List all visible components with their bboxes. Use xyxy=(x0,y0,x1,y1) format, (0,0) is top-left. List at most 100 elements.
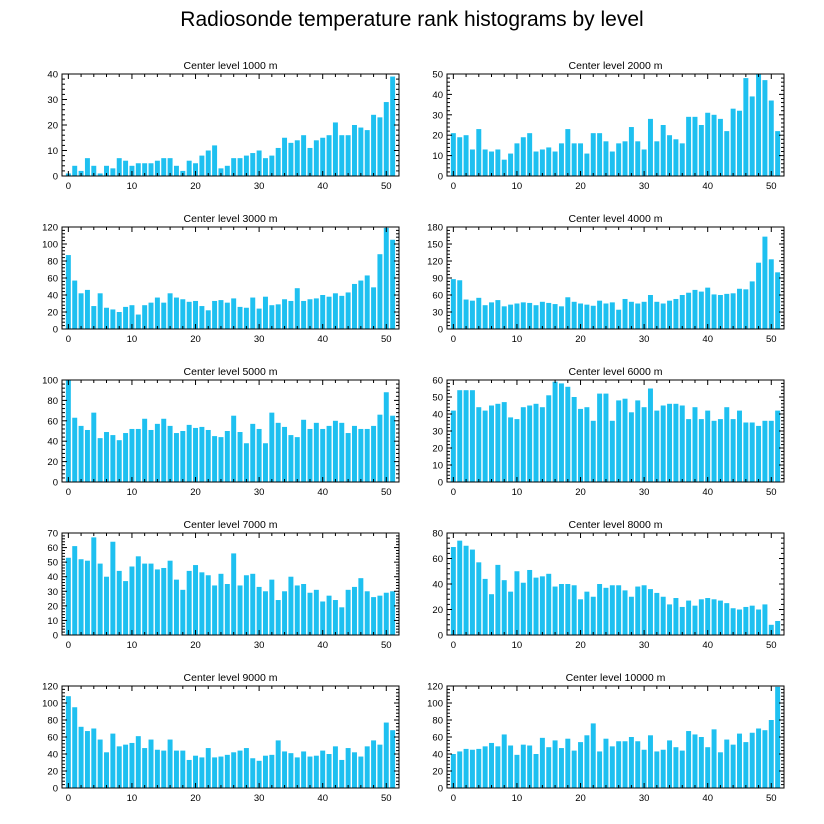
bar xyxy=(749,605,755,635)
x-tick-label: 10 xyxy=(127,640,138,651)
bar xyxy=(495,149,501,176)
bar xyxy=(97,438,103,482)
panel-title: Center level 1000 m xyxy=(184,60,278,72)
bar xyxy=(180,750,186,788)
bar xyxy=(558,748,564,788)
bar xyxy=(301,419,307,482)
y-tick-label: 60 xyxy=(432,291,443,302)
histogram-panel-7: Center level 7000 m 0 10 20 30 40 50 0 10 20 30 40 5… xyxy=(47,519,400,651)
bar xyxy=(597,300,603,329)
bar xyxy=(269,155,275,176)
x-tick-label: 30 xyxy=(254,334,265,345)
bar xyxy=(78,425,84,482)
bar xyxy=(508,591,514,635)
x-tick-label: 50 xyxy=(381,334,392,345)
bar xyxy=(603,738,609,788)
bar xyxy=(123,744,129,788)
bar xyxy=(288,435,294,482)
bar xyxy=(737,609,742,635)
x-tick-label: 0 xyxy=(66,181,71,192)
bar xyxy=(628,301,634,329)
bar xyxy=(495,564,501,636)
bar xyxy=(180,589,186,635)
y-tick-label: 40 xyxy=(432,410,443,421)
bar xyxy=(65,380,71,482)
panel-title: Center level 7000 m xyxy=(184,519,278,531)
y-tick-label: 30 xyxy=(47,587,58,598)
bar xyxy=(463,545,469,635)
y-tick-label: 50 xyxy=(47,558,58,569)
bar xyxy=(313,755,319,788)
bar xyxy=(558,584,564,635)
bar xyxy=(647,735,653,788)
bar xyxy=(326,296,332,329)
bar xyxy=(282,426,288,482)
bar xyxy=(584,407,590,482)
x-tick-label: 40 xyxy=(317,487,328,498)
bar xyxy=(142,563,148,635)
bar xyxy=(565,386,571,482)
x-tick-label: 20 xyxy=(575,793,586,804)
bar xyxy=(91,165,97,176)
y-tick-label: 120 xyxy=(42,682,58,693)
bar xyxy=(91,412,97,482)
bar xyxy=(377,595,383,635)
bar xyxy=(352,752,357,788)
bar xyxy=(501,159,507,176)
bar xyxy=(364,591,370,635)
bar xyxy=(692,116,698,176)
x-tick-label: 50 xyxy=(381,640,392,651)
bar xyxy=(231,553,237,635)
bar xyxy=(565,129,571,176)
bar xyxy=(762,730,768,788)
x-tick-label: 30 xyxy=(639,181,650,192)
bar xyxy=(148,429,154,482)
bar xyxy=(129,305,135,329)
bar xyxy=(635,586,641,635)
bar xyxy=(237,306,243,329)
bar xyxy=(673,139,679,176)
y-tick-label: 10 xyxy=(432,461,443,472)
bar xyxy=(552,740,558,788)
bar xyxy=(262,443,268,482)
bar xyxy=(457,280,463,329)
x-tick-label: 0 xyxy=(451,334,456,345)
bar xyxy=(110,435,116,482)
bar xyxy=(457,540,463,635)
bar xyxy=(371,597,377,635)
bar xyxy=(717,295,723,329)
y-tick-label: 20 xyxy=(432,444,443,455)
bar xyxy=(482,746,488,788)
bar xyxy=(578,599,584,635)
bar xyxy=(237,432,243,482)
bar xyxy=(243,575,249,635)
bar xyxy=(199,155,205,176)
x-tick-label: 20 xyxy=(575,334,586,345)
bar xyxy=(345,135,351,176)
bar xyxy=(514,571,520,635)
x-tick-label: 10 xyxy=(512,487,523,498)
bar xyxy=(104,432,109,482)
x-tick-label: 0 xyxy=(451,640,456,651)
y-tick-label: 120 xyxy=(427,682,443,693)
x-tick-label: 30 xyxy=(639,640,650,651)
bar xyxy=(520,407,526,482)
bar xyxy=(616,585,622,635)
bar xyxy=(262,755,268,788)
bar xyxy=(756,74,762,176)
y-tick-label: 40 xyxy=(432,580,443,591)
bar xyxy=(78,726,84,788)
bar xyxy=(756,425,762,482)
x-tick-label: 30 xyxy=(254,181,265,192)
panel-title: Center level 3000 m xyxy=(184,213,278,225)
bar xyxy=(173,297,179,329)
histogram-panel-6: Center level 6000 m 0 10 20 30 40 50 0 10 20 30 40 5… xyxy=(432,366,785,498)
bar xyxy=(514,754,520,788)
bar xyxy=(450,410,456,482)
y-tick-label: 10 xyxy=(47,616,58,627)
bar xyxy=(679,606,685,635)
bar xyxy=(673,298,679,329)
bar xyxy=(212,585,218,635)
bar xyxy=(584,735,590,788)
bar xyxy=(205,310,211,329)
